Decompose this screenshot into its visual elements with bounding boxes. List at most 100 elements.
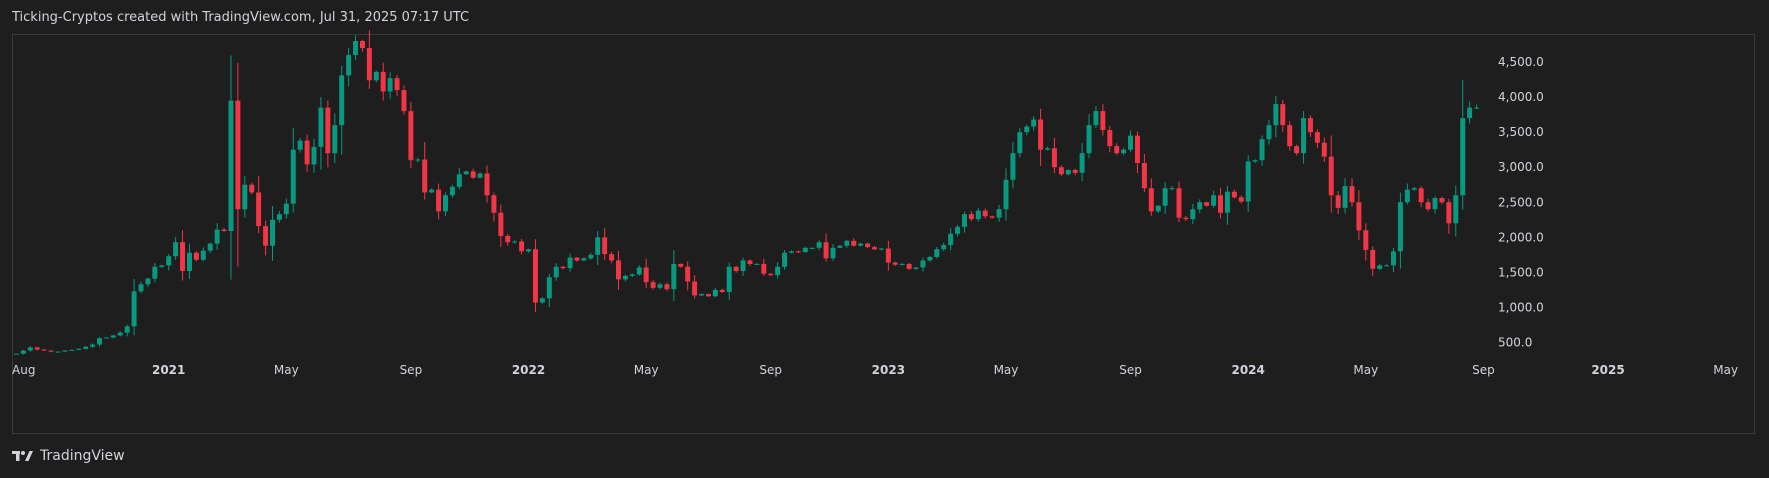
candle[interactable] (664, 282, 670, 291)
candle[interactable] (353, 35, 359, 61)
candle[interactable] (816, 240, 822, 251)
candle[interactable] (996, 204, 1002, 222)
candle[interactable] (1045, 146, 1051, 151)
candle[interactable] (761, 258, 767, 277)
candle[interactable] (1128, 130, 1134, 153)
candle[interactable] (1058, 165, 1064, 177)
candle[interactable] (1418, 186, 1424, 208)
candle[interactable] (1093, 106, 1099, 129)
candle[interactable] (1356, 190, 1362, 240)
candle[interactable] (1190, 204, 1196, 224)
candle[interactable] (858, 242, 864, 247)
candle[interactable] (256, 176, 262, 234)
candle[interactable] (1238, 195, 1244, 204)
candle[interactable] (1294, 144, 1300, 156)
candle[interactable] (692, 275, 698, 299)
candle[interactable] (373, 70, 379, 83)
candle[interactable] (1384, 264, 1390, 267)
candle[interactable] (463, 170, 469, 175)
candle[interactable] (173, 237, 179, 260)
candle[interactable] (553, 263, 559, 281)
candle[interactable] (1224, 185, 1230, 225)
candle[interactable] (1079, 143, 1085, 182)
candle[interactable] (242, 176, 248, 218)
candle[interactable] (214, 223, 220, 250)
candle[interactable] (429, 188, 435, 194)
candle[interactable] (595, 231, 601, 266)
candle[interactable] (830, 244, 836, 261)
candle[interactable] (629, 273, 635, 277)
candle[interactable] (69, 349, 75, 351)
candle[interactable] (311, 138, 317, 173)
candle[interactable] (650, 279, 656, 290)
candle[interactable] (726, 262, 732, 301)
candle[interactable] (394, 75, 400, 97)
candle[interactable] (671, 250, 677, 302)
candle[interactable] (913, 266, 919, 270)
candle[interactable] (1065, 169, 1071, 176)
candle[interactable] (1197, 199, 1203, 214)
candle[interactable] (1314, 129, 1320, 149)
candle[interactable] (1072, 168, 1078, 176)
candle[interactable] (1038, 108, 1044, 166)
candle[interactable] (276, 210, 282, 223)
candle[interactable] (235, 62, 241, 267)
candle[interactable] (97, 336, 102, 347)
candle[interactable] (380, 62, 386, 101)
candle[interactable] (408, 101, 414, 169)
candle[interactable] (851, 238, 857, 247)
candle[interactable] (270, 205, 275, 261)
candle[interactable] (159, 264, 165, 269)
candle[interactable] (48, 350, 54, 353)
candle[interactable] (1363, 223, 1369, 261)
candle[interactable] (782, 250, 788, 270)
candle[interactable] (415, 157, 421, 163)
candle[interactable] (754, 262, 760, 265)
candle[interactable] (574, 257, 580, 263)
candle[interactable] (934, 246, 940, 259)
candle[interactable] (449, 184, 455, 198)
candle[interactable] (1204, 201, 1210, 207)
candle[interactable] (878, 247, 884, 251)
candle[interactable] (837, 244, 843, 249)
candle[interactable] (699, 293, 705, 296)
candle[interactable] (283, 198, 289, 219)
candle[interactable] (906, 263, 912, 271)
candle[interactable] (1474, 104, 1480, 109)
candle[interactable] (1370, 246, 1376, 276)
candle[interactable] (788, 250, 794, 254)
candle[interactable] (1266, 119, 1272, 145)
candle[interactable] (387, 72, 393, 99)
candle[interactable] (1273, 95, 1279, 138)
candle[interactable] (27, 346, 33, 352)
tradingview-branding[interactable]: TradingView (12, 448, 125, 464)
candle[interactable] (1460, 79, 1466, 210)
candle[interactable] (55, 351, 61, 353)
candle[interactable] (1287, 121, 1293, 151)
candle[interactable] (166, 253, 172, 271)
candle[interactable] (207, 242, 213, 253)
candle[interactable] (1432, 196, 1438, 214)
candle[interactable] (1148, 178, 1154, 216)
candle[interactable] (892, 261, 898, 266)
candle[interactable] (775, 262, 781, 279)
candle[interactable] (193, 251, 199, 262)
candle[interactable] (657, 282, 663, 290)
candle[interactable] (1031, 116, 1037, 131)
candle[interactable] (844, 239, 850, 249)
candle[interactable] (1024, 124, 1030, 136)
candle[interactable] (442, 192, 448, 217)
candle[interactable] (200, 247, 206, 262)
candle[interactable] (477, 172, 483, 179)
candle[interactable] (1411, 186, 1417, 191)
candle[interactable] (1051, 137, 1057, 173)
candle[interactable] (180, 230, 186, 281)
candle[interactable] (20, 349, 26, 355)
candle[interactable] (152, 263, 158, 283)
candle[interactable] (705, 293, 711, 298)
candle[interactable] (221, 227, 227, 232)
candle[interactable] (823, 233, 829, 262)
candle[interactable] (325, 100, 331, 168)
candle[interactable] (131, 279, 137, 336)
candle[interactable] (359, 39, 365, 52)
